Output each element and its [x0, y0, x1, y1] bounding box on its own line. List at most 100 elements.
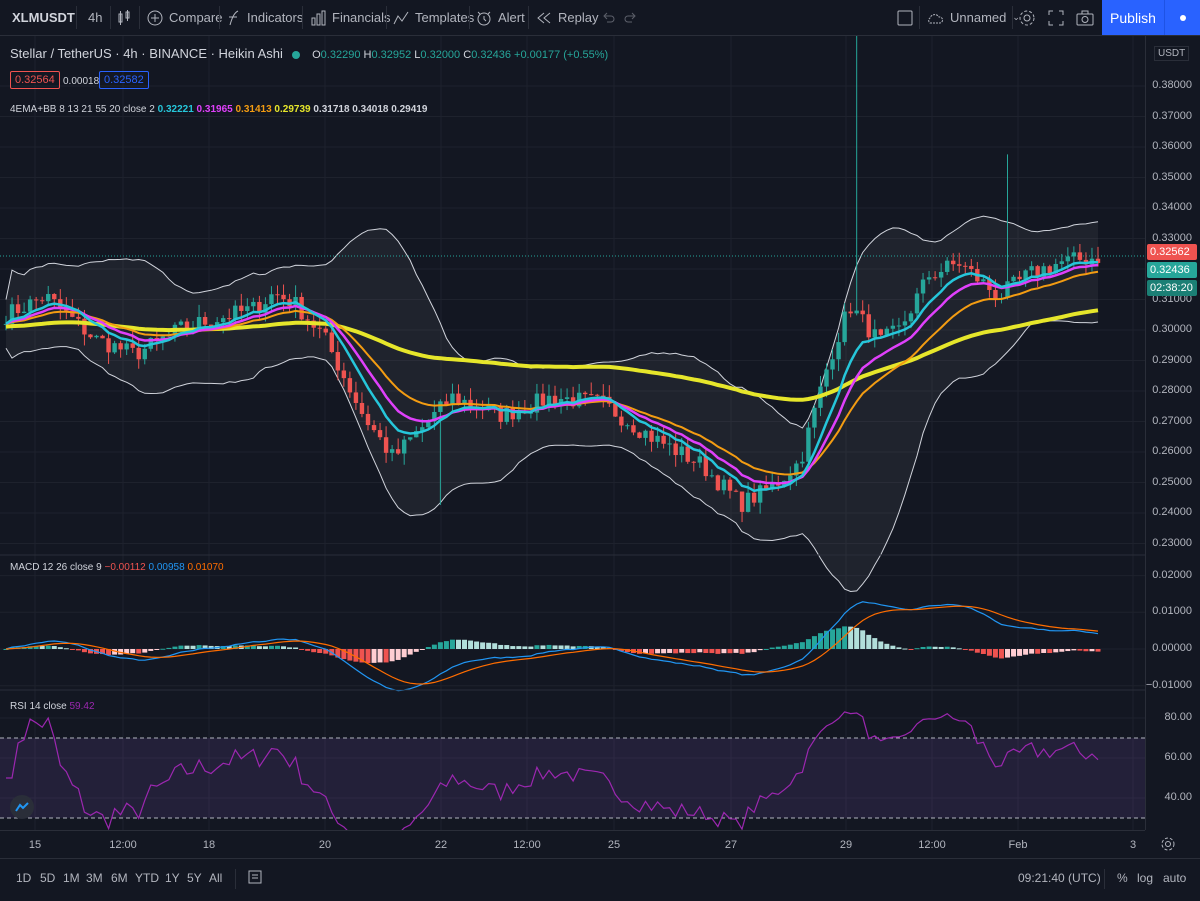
currency-label[interactable]: USDT — [1154, 46, 1190, 61]
range-button-5d[interactable]: 5D — [40, 871, 56, 885]
candle-body — [944, 260, 950, 272]
macd-histogram-bar — [1089, 649, 1095, 652]
chart-settings-button[interactable] — [1160, 836, 1176, 855]
candle-body — [751, 492, 757, 503]
candle-body — [269, 294, 274, 305]
indicators-icon — [229, 10, 239, 25]
candle-body — [745, 492, 751, 512]
toolbar-divider — [76, 6, 77, 29]
macd-histogram-bar — [510, 646, 516, 649]
ema-13-value: 0.31965 — [196, 104, 233, 115]
macd-histogram-bar — [136, 649, 142, 654]
macd-histogram-bar — [558, 645, 564, 649]
macd-histogram-bar — [1029, 649, 1035, 654]
macd-histogram-bar — [570, 646, 576, 649]
chart-canvas[interactable] — [0, 36, 1145, 830]
macd-histogram-bar — [842, 626, 848, 649]
auto-toggle[interactable]: auto — [1163, 871, 1187, 885]
macd-histogram-bar — [691, 649, 697, 654]
candle-body — [685, 446, 690, 462]
candle-body — [329, 332, 334, 353]
log-toggle[interactable]: log — [1137, 871, 1154, 885]
macd-histogram-bar — [347, 649, 353, 661]
replay-label: Replay — [558, 10, 599, 25]
price-tick-label: 0.26000 — [1152, 445, 1192, 457]
redo-button[interactable] — [624, 0, 638, 35]
financials-button[interactable]: Financials — [310, 0, 391, 35]
macd-histogram-bar — [968, 649, 974, 651]
low-value: 0.32000 — [420, 49, 461, 61]
macd-histogram-bar — [956, 648, 962, 650]
candle-body — [1029, 266, 1034, 271]
layout-name-button[interactable]: Unnamed ⌄ — [926, 0, 1020, 35]
macd-histogram-bar — [112, 649, 118, 655]
symbol-search[interactable]: XLMUSDT — [12, 0, 75, 35]
macd-histogram-bar — [1035, 649, 1041, 654]
candle-body — [251, 301, 256, 307]
bb-lower-value: 0.29419 — [391, 104, 428, 115]
candle-body — [981, 279, 986, 282]
macd-histogram-bar — [371, 649, 377, 663]
camera-icon — [1076, 10, 1094, 25]
calendar-goto-icon — [248, 870, 262, 884]
time-axis[interactable]: 15 12:00 18 20 22 12:00 25 27 29 12:00 Feb 3 — [0, 830, 1145, 858]
range-button-1y[interactable]: 1Y — [165, 871, 180, 885]
candle-body — [1059, 261, 1065, 264]
macd-histogram-bar — [1083, 649, 1089, 652]
macd-histogram-bar — [1047, 649, 1053, 654]
replay-button[interactable]: Replay — [536, 0, 598, 35]
range-button-3m[interactable]: 3M — [86, 871, 103, 885]
publish-dropdown-button[interactable] — [1164, 0, 1200, 35]
undo-button[interactable] — [601, 0, 615, 35]
macd-histogram-bar — [220, 645, 226, 649]
indicators-button[interactable]: Indicators — [227, 0, 303, 35]
macd-histogram-bar — [33, 645, 39, 649]
range-button-1m[interactable]: 1M — [63, 871, 80, 885]
candle-body — [595, 394, 600, 396]
macd-histogram-bar — [727, 649, 733, 654]
range-button-6m[interactable]: 6M — [111, 871, 128, 885]
candle-body — [432, 411, 437, 422]
time-tick-label: 22 — [434, 839, 448, 851]
bollinger-band-lower — [5, 320, 1099, 593]
time-tick-label: 18 — [202, 839, 216, 851]
candle-body — [401, 439, 407, 454]
candle-body — [263, 304, 268, 313]
macd-histogram-bar — [160, 648, 166, 650]
goto-date-button[interactable] — [248, 869, 262, 888]
clock[interactable]: 09:21:40 (UTC) — [1018, 871, 1101, 885]
macd-histogram-bar — [781, 645, 787, 649]
macd-histogram-bar — [335, 649, 341, 658]
candle-body — [564, 397, 570, 399]
tradingview-logo[interactable] — [10, 795, 34, 819]
range-button-ytd[interactable]: YTD — [135, 871, 159, 885]
macd-histogram-bar — [745, 649, 751, 653]
range-button-all[interactable]: All — [209, 871, 223, 885]
toolbar-divider — [110, 6, 111, 29]
range-button-1d[interactable]: 1D — [16, 871, 32, 885]
macd-histogram-bar — [492, 643, 498, 649]
settings-button[interactable] — [1018, 0, 1036, 35]
macd-histogram-bar — [413, 649, 419, 652]
range-button-5y[interactable]: 5Y — [187, 871, 202, 885]
sell-price-box[interactable]: 0.32564 — [10, 71, 60, 89]
interval-button[interactable]: 4h — [88, 0, 102, 35]
macd-histogram-bar — [787, 644, 793, 649]
candle-body — [757, 485, 763, 503]
fullscreen-button[interactable] — [1048, 0, 1064, 35]
price-axis[interactable]: USDT 0.38000 0.37000 0.36000 0.35000 0.34000… — [1145, 36, 1200, 830]
macd-histogram-bar — [504, 645, 510, 649]
snapshot-button[interactable] — [1076, 0, 1094, 35]
templates-button[interactable]: Templates — [393, 0, 474, 35]
percent-toggle[interactable]: % — [1117, 871, 1128, 885]
macd-histogram-bar — [594, 646, 600, 649]
macd-histogram-bar — [944, 646, 950, 649]
chart-style-button[interactable] — [117, 0, 131, 35]
publish-button[interactable]: Publish — [1102, 0, 1164, 35]
macd-histogram-bar — [100, 649, 106, 655]
alert-button[interactable]: Alert — [476, 0, 525, 35]
compare-button[interactable]: Compare — [147, 0, 222, 35]
buy-price-box[interactable]: 0.32582 — [99, 71, 149, 89]
layout-button[interactable] — [897, 0, 913, 35]
replay-icon — [537, 12, 551, 23]
